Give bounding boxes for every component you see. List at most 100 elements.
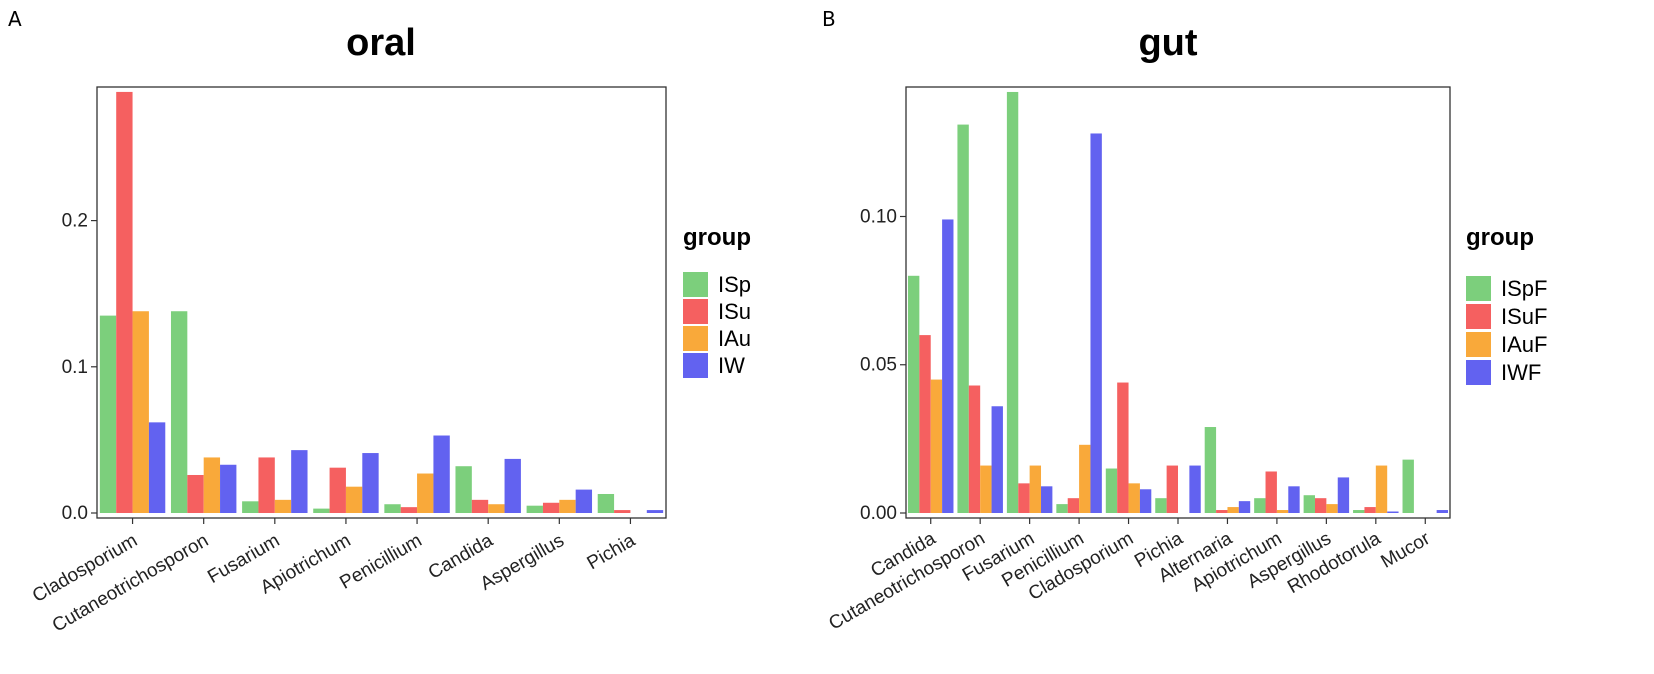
legend-key-ispf bbox=[1466, 276, 1491, 301]
bar-iau-aspergillus bbox=[559, 499, 576, 513]
bar-iauf-alternaria bbox=[1227, 507, 1239, 513]
bar-iauf-cutaneotrichosporon bbox=[980, 465, 992, 513]
legend-label-iauf: IAuF bbox=[1501, 332, 1547, 357]
bar-iw-pichia bbox=[646, 510, 664, 513]
bar-isu-cladosporium bbox=[116, 91, 133, 514]
y-tick-label: 0.0 bbox=[62, 503, 88, 524]
bar-iau-penicillium bbox=[417, 473, 434, 513]
bar-iw-cladosporium bbox=[148, 422, 166, 513]
legend-label-iw: IW bbox=[718, 353, 745, 378]
panel-gut: B gut 0.000.050.10CandidaCutaneotrichosp… bbox=[822, 7, 1547, 635]
bar-isuf-apiotrichum bbox=[1265, 471, 1277, 513]
bar-isuf-cladosporium bbox=[1117, 382, 1129, 513]
y-tick-label: 0.10 bbox=[860, 206, 897, 227]
bar-iau-fusarium bbox=[274, 499, 292, 513]
bar-isu-penicillium bbox=[400, 507, 418, 513]
bar-isu-cutaneotrichosporon bbox=[187, 474, 204, 513]
x-category-label: Penicillium bbox=[336, 530, 425, 594]
legend-key-iauf bbox=[1466, 332, 1491, 357]
bar-isuf-fusarium bbox=[1018, 483, 1030, 513]
y-tick-label: 0.00 bbox=[860, 503, 897, 524]
bar-isp-fusarium bbox=[242, 501, 259, 513]
bar-isp-cladosporium bbox=[99, 315, 117, 513]
bar-ispf-alternaria bbox=[1204, 427, 1217, 513]
bar-isuf-rhodotorula bbox=[1364, 507, 1376, 513]
bar-iauf-aspergillus bbox=[1326, 504, 1338, 513]
y-tick-label: 0.05 bbox=[860, 355, 897, 376]
legend-key-isu bbox=[683, 299, 708, 324]
y-tick-label: 0.2 bbox=[62, 211, 88, 232]
bar-isuf-candida bbox=[919, 335, 931, 513]
bar-iwf-fusarium bbox=[1041, 486, 1053, 513]
bar-iwf-candida bbox=[942, 219, 954, 513]
bar-iau-cutaneotrichosporon bbox=[203, 457, 221, 513]
bar-iw-aspergillus bbox=[575, 489, 593, 513]
bar-iwf-cutaneotrichosporon bbox=[991, 406, 1003, 513]
x-category-label: Mucor bbox=[1378, 528, 1435, 573]
bar-ispf-candida bbox=[907, 275, 920, 513]
bar-isp-aspergillus bbox=[526, 505, 543, 513]
panel-oral: A oral 0.00.10.2CladosporiumCutaneotrich… bbox=[8, 7, 751, 637]
bar-iwf-alternaria bbox=[1238, 501, 1251, 513]
x-category-label: Pichia bbox=[584, 530, 640, 574]
bar-iauf-cladosporium bbox=[1128, 483, 1140, 513]
panel-letter-b: B bbox=[822, 7, 836, 31]
bar-ispf-fusarium bbox=[1006, 91, 1019, 514]
bar-isp-apiotrichum bbox=[313, 508, 330, 513]
bar-iauf-candida bbox=[930, 379, 943, 513]
legend-label-iau: IAu bbox=[718, 326, 751, 351]
bar-iau-apiotrichum bbox=[345, 486, 363, 513]
legend-key-iau bbox=[683, 326, 708, 351]
bar-ispf-cutaneotrichosporon bbox=[957, 124, 969, 514]
bar-isuf-pichia bbox=[1166, 465, 1178, 513]
bar-isuf-penicillium bbox=[1067, 498, 1080, 513]
bar-iw-penicillium bbox=[433, 435, 450, 513]
bar-isp-penicillium bbox=[384, 504, 401, 513]
bar-ispf-aspergillus bbox=[1303, 495, 1315, 513]
bar-iwf-pichia bbox=[1189, 465, 1201, 513]
bar-ispf-penicillium bbox=[1056, 504, 1068, 513]
bar-isu-candida bbox=[471, 499, 489, 513]
bar-isu-apiotrichum bbox=[329, 467, 346, 513]
bar-isu-pichia bbox=[614, 510, 631, 513]
bar-iauf-apiotrichum bbox=[1276, 510, 1289, 513]
panel-letter-a: A bbox=[8, 7, 22, 31]
bar-iwf-cladosporium bbox=[1139, 489, 1152, 513]
bar-isu-aspergillus bbox=[542, 502, 560, 513]
bar-ispf-rhodotorula bbox=[1353, 510, 1365, 513]
bar-iauf-fusarium bbox=[1029, 465, 1042, 513]
bar-iwf-rhodotorula bbox=[1387, 511, 1399, 513]
chart-title-oral: oral bbox=[346, 22, 416, 64]
legend-key-iwf bbox=[1466, 360, 1491, 385]
bar-ispf-pichia bbox=[1155, 498, 1167, 513]
bar-isuf-aspergillus bbox=[1314, 498, 1327, 513]
bar-isp-cutaneotrichosporon bbox=[170, 311, 188, 513]
chart-title-gut: gut bbox=[1138, 22, 1197, 64]
plot-frame bbox=[905, 86, 1451, 519]
bar-iwf-mucor bbox=[1436, 510, 1449, 513]
bar-iauf-penicillium bbox=[1079, 444, 1091, 513]
bar-isuf-alternaria bbox=[1216, 510, 1228, 513]
legend-key-isuf bbox=[1466, 304, 1491, 329]
bar-isp-pichia bbox=[597, 493, 615, 513]
legend-label-isp: ISp bbox=[718, 272, 751, 297]
bar-iw-cutaneotrichosporon bbox=[220, 464, 237, 513]
plot-frame bbox=[96, 86, 667, 519]
legend-title: group bbox=[683, 224, 751, 251]
bar-iauf-rhodotorula bbox=[1375, 465, 1388, 513]
bar-iwf-aspergillus bbox=[1337, 477, 1350, 513]
bar-ispf-mucor bbox=[1402, 459, 1414, 513]
bar-isp-candida bbox=[455, 466, 472, 513]
legend-key-isp bbox=[683, 272, 708, 297]
bar-ispf-apiotrichum bbox=[1254, 498, 1266, 513]
bar-iau-candida bbox=[488, 504, 505, 513]
legend-label-isu: ISu bbox=[718, 299, 751, 324]
bar-iw-candida bbox=[504, 458, 521, 513]
bar-iw-apiotrichum bbox=[362, 453, 379, 513]
legend-label-iwf: IWF bbox=[1501, 360, 1541, 385]
bar-iau-cladosporium bbox=[132, 311, 149, 513]
bar-isuf-cutaneotrichosporon bbox=[968, 385, 981, 513]
bar-isu-fusarium bbox=[258, 457, 275, 513]
bar-iw-fusarium bbox=[291, 450, 308, 513]
